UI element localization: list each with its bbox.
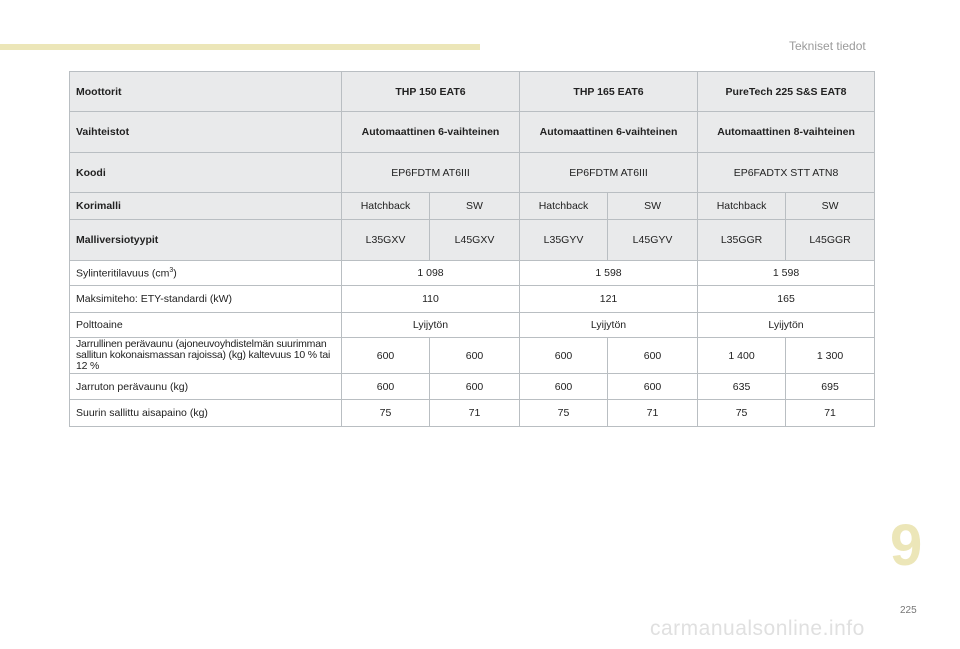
gearbox-label: Vaihteistot (69, 111, 342, 153)
braked-trailer-cell: 600 (428, 337, 521, 374)
header-accent-bar (0, 44, 480, 50)
body-cell: Hatchback (697, 192, 787, 220)
noseweight-cell: 71 (428, 399, 521, 427)
displacement-cell: 1 598 (697, 260, 876, 286)
displacement-cell: 1 598 (519, 260, 699, 286)
unbraked-trailer-cell: 600 (519, 373, 609, 400)
code-cell: EP6FDTM AT6III (519, 152, 699, 193)
displacement-label-text: Sylinteritilavuus (cm (76, 267, 170, 280)
gearbox-cell: Automaattinen 8-vaihteinen (697, 111, 876, 153)
version-row: Malliversiotyypit L35GXV L45GXV L35GYV L… (69, 219, 876, 261)
engine-cell: PureTech 225 S&S EAT8 (697, 71, 876, 112)
version-cell: L35GGR (697, 219, 787, 261)
displacement-row: Sylinteritilavuus (cm3) 1 098 1 598 1 59… (69, 260, 876, 286)
braked-trailer-row: Jarrullinen perävaunu (ajoneuvoyhdistelm… (69, 337, 876, 374)
noseweight-label: Suurin sallittu aisapaino (kg) (69, 399, 342, 427)
version-label: Malliversiotyypit (69, 219, 342, 261)
body-label: Korimalli (69, 192, 342, 220)
body-row: Korimalli Hatchback SW Hatchback SW Hatc… (69, 192, 876, 220)
code-cell: EP6FDTM AT6III (340, 152, 521, 193)
unbraked-trailer-cell: 695 (785, 373, 876, 400)
braked-trailer-label-line1: Jarrullinen perävaunu (ajoneuvoyhdistelm… (76, 338, 327, 350)
body-cell: SW (785, 192, 876, 220)
power-row: Maksimiteho: ETY-standardi (kW) 110 121 … (69, 285, 876, 313)
unbraked-trailer-cell: 600 (341, 373, 430, 400)
fuel-label: Polttoaine (69, 312, 342, 338)
noseweight-cell: 75 (697, 399, 787, 427)
version-cell: L35GYV (519, 219, 609, 261)
unbraked-trailer-cell: 600 (428, 373, 521, 400)
body-cell: SW (607, 192, 699, 220)
chapter-number: 9 (890, 513, 923, 578)
gearbox-cell: Automaattinen 6-vaihteinen (519, 111, 699, 153)
braked-trailer-cell: 600 (607, 337, 699, 374)
displacement-label: Sylinteritilavuus (cm3) (69, 260, 342, 286)
version-cell: L35GXV (341, 219, 430, 261)
displacement-cell: 1 098 (340, 260, 521, 286)
version-cell: L45GYV (607, 219, 699, 261)
fuel-row: Polttoaine Lyijytön Lyijytön Lyijytön (69, 312, 876, 338)
noseweight-cell: 75 (341, 399, 430, 427)
code-row: Koodi EP6FDTM AT6III EP6FDTM AT6III EP6F… (69, 152, 876, 193)
body-cell: Hatchback (341, 192, 430, 220)
displacement-label-close: ) (173, 267, 177, 280)
engine-cell: THP 150 EAT6 (340, 71, 521, 112)
noseweight-cell: 75 (519, 399, 609, 427)
watermark: carmanualsonline.info (650, 617, 865, 640)
braked-trailer-label-line2: sallitun kokonaismassan rajoissa) (kg) k… (76, 349, 331, 372)
power-cell: 121 (519, 285, 699, 313)
code-label: Koodi (69, 152, 342, 193)
page-number: 225 (900, 605, 917, 616)
displacement-label-sup: 3 (169, 266, 174, 274)
engine-cell: THP 165 EAT6 (519, 71, 699, 112)
braked-trailer-cell: 600 (519, 337, 609, 374)
version-cell: L45GXV (428, 219, 521, 261)
engines-row: Moottorit THP 150 EAT6 THP 165 EAT6 Pure… (69, 71, 876, 112)
unbraked-trailer-row: Jarruton perävaunu (kg) 600 600 600 600 … (69, 373, 876, 400)
braked-trailer-label: Jarrullinen perävaunu (ajoneuvoyhdistelm… (69, 337, 342, 374)
noseweight-cell: 71 (607, 399, 699, 427)
gearbox-cell: Automaattinen 6-vaihteinen (340, 111, 521, 153)
power-label: Maksimiteho: ETY-standardi (kW) (69, 285, 342, 313)
fuel-cell: Lyijytön (340, 312, 521, 338)
unbraked-trailer-cell: 635 (697, 373, 787, 400)
engines-label: Moottorit (69, 71, 342, 112)
unbraked-trailer-label: Jarruton perävaunu (kg) (69, 373, 342, 400)
engine-spec-table: Moottorit THP 150 EAT6 THP 165 EAT6 Pure… (69, 71, 876, 427)
power-cell: 110 (340, 285, 521, 313)
noseweight-row: Suurin sallittu aisapaino (kg) 75 71 75 … (69, 399, 876, 427)
gearbox-row: Vaihteistot Automaattinen 6-vaihteinen A… (69, 111, 876, 153)
braked-trailer-cell: 1 300 (785, 337, 876, 374)
version-cell: L45GGR (785, 219, 876, 261)
body-cell: Hatchback (519, 192, 609, 220)
fuel-cell: Lyijytön (519, 312, 699, 338)
noseweight-cell: 71 (785, 399, 876, 427)
section-title: Tekniset tiedot (789, 39, 866, 53)
fuel-cell: Lyijytön (697, 312, 876, 338)
code-cell: EP6FADTX STT ATN8 (697, 152, 876, 193)
body-cell: SW (428, 192, 521, 220)
braked-trailer-cell: 600 (341, 337, 430, 374)
power-cell: 165 (697, 285, 876, 313)
unbraked-trailer-cell: 600 (607, 373, 699, 400)
braked-trailer-cell: 1 400 (697, 337, 787, 374)
